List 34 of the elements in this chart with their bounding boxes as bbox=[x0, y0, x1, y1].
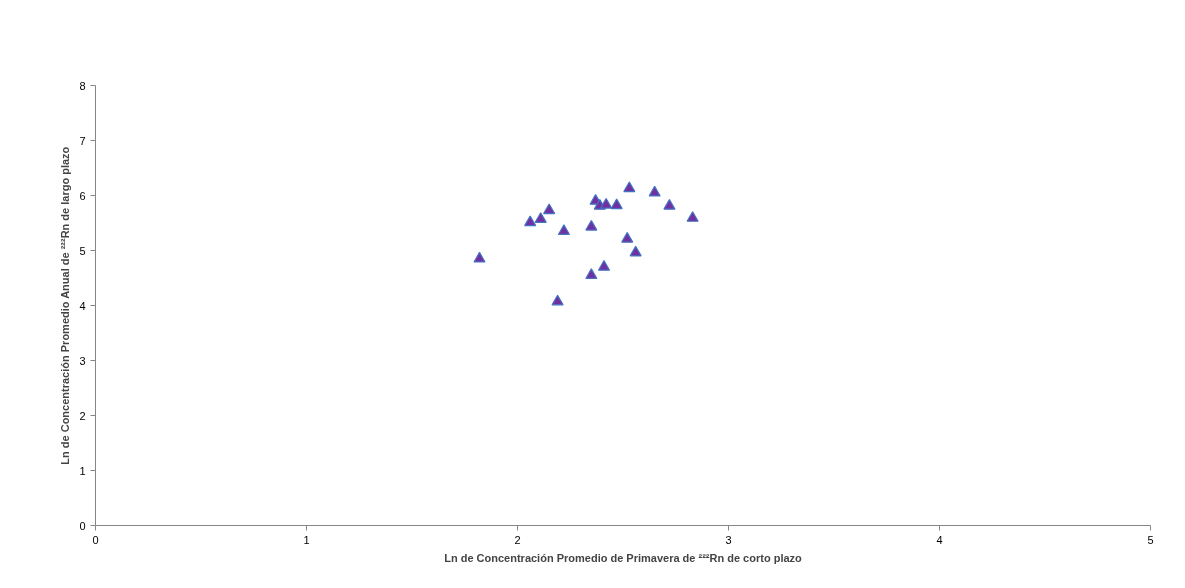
y-tick-label: 7 bbox=[79, 134, 86, 147]
y-tick-label: 4 bbox=[79, 299, 86, 312]
x-tick-label: 4 bbox=[936, 533, 943, 546]
x-tick-label: 3 bbox=[725, 533, 732, 546]
point bbox=[524, 215, 537, 227]
y-tick-label: 0 bbox=[79, 519, 86, 532]
y-tick-label: 8 bbox=[79, 79, 86, 92]
x-tick-label: 1 bbox=[303, 533, 310, 546]
point bbox=[629, 245, 642, 257]
point bbox=[557, 224, 571, 236]
point bbox=[600, 197, 613, 209]
point bbox=[551, 294, 564, 306]
x-axis-title: Ln de Concentración Promedio de Primavera de ²²²Rn de corto plazo bbox=[444, 551, 803, 564]
point bbox=[610, 198, 623, 210]
y-tick-label: 1 bbox=[79, 464, 86, 477]
y-tick-label: 6 bbox=[79, 189, 86, 202]
y-tick-label: 5 bbox=[79, 244, 86, 257]
point bbox=[686, 211, 699, 222]
y-tick-label: 3 bbox=[79, 354, 86, 367]
y-axis-title: Ln de Concentración Promedio Anual de ²²²Rn de largo plazo bbox=[59, 146, 72, 465]
point bbox=[585, 268, 598, 280]
y-tick-label: 2 bbox=[79, 409, 86, 422]
x-tick-label: 0 bbox=[92, 533, 99, 546]
point bbox=[534, 212, 547, 223]
point bbox=[621, 232, 634, 243]
point bbox=[585, 219, 598, 231]
x-tick-label: 2 bbox=[514, 533, 521, 546]
point bbox=[648, 185, 661, 197]
point bbox=[473, 251, 486, 263]
point bbox=[623, 181, 636, 193]
point bbox=[543, 203, 556, 215]
x-tick-label: 5 bbox=[1147, 533, 1154, 546]
point bbox=[663, 199, 676, 210]
point bbox=[597, 260, 611, 271]
